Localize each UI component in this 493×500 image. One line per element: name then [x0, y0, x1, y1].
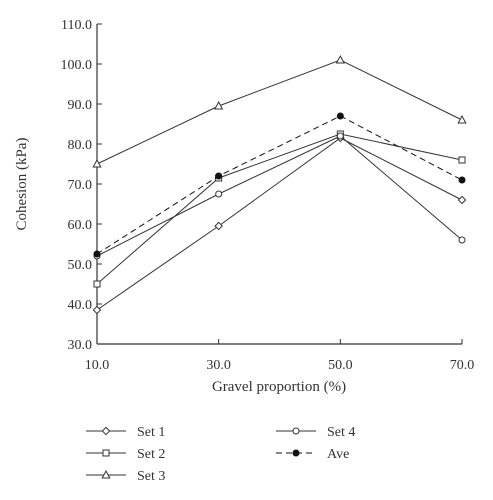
legend-marker [292, 427, 300, 435]
legend-label: Set 3 [137, 469, 165, 484]
series-layer [92, 54, 467, 315]
y-axis-label: Cohesion (kPa) [14, 138, 30, 231]
y-tick-label: 50.0 [68, 258, 93, 273]
data-point [92, 305, 102, 315]
series-set-4 [93, 132, 466, 260]
legend-label: Ave [327, 447, 349, 462]
legend-item: Set 4 [276, 425, 355, 440]
series-line [96, 115, 463, 255]
y-tick-label: 100.0 [61, 58, 93, 73]
legend-marker [101, 469, 111, 479]
data-point [457, 195, 467, 205]
y-tick-label: 70.0 [68, 178, 93, 193]
series-set-3 [92, 54, 467, 168]
y-tick-label: 60.0 [68, 218, 93, 233]
y-tick-label: 40.0 [68, 298, 93, 313]
legend-label: Set 2 [137, 447, 165, 462]
legend-item: Set 1 [86, 425, 165, 440]
data-point [92, 158, 102, 168]
x-tick-label: 50.0 [328, 358, 353, 373]
y-tick-label: 110.0 [61, 18, 92, 33]
axes [96, 24, 462, 345]
data-point [93, 250, 101, 258]
data-point [93, 280, 101, 288]
series-line [96, 59, 463, 165]
y-tick-label: 90.0 [68, 98, 93, 113]
legend-item: Set 3 [86, 469, 165, 484]
legend-label: Set 1 [137, 425, 165, 440]
legend-label: Set 4 [327, 425, 355, 440]
legend-item: Set 2 [86, 447, 165, 462]
data-point [336, 132, 344, 140]
legend-item: Ave [276, 447, 349, 462]
x-tick-label: 70.0 [450, 358, 475, 373]
data-point [214, 221, 223, 231]
series-line [96, 137, 463, 311]
data-point [335, 54, 345, 64]
legend-marker [102, 449, 110, 457]
y-tick-label: 80.0 [68, 138, 93, 153]
data-point [215, 172, 223, 180]
legend-marker [101, 426, 111, 436]
data-point [457, 114, 467, 124]
data-point [214, 100, 224, 110]
x-tick-label: 10.0 [85, 358, 110, 373]
series-line [96, 135, 463, 257]
y-ticks: 30.0 40.0 50.0 60.0 70.0 80.0 90.0 100.0 110.0 [61, 18, 102, 353]
legend-marker [292, 449, 300, 457]
series-line [96, 133, 463, 285]
x-axis-label: Gravel proportion (%) [212, 379, 346, 395]
data-point [336, 112, 344, 120]
series-ave [93, 112, 466, 258]
y-tick-label: 30.0 [68, 338, 93, 353]
legend: Set 1 Set 2 Set 3 Set 4 Ave [86, 425, 355, 484]
x-tick-label: 30.0 [206, 358, 231, 373]
data-point [215, 190, 223, 198]
series-set-1 [92, 133, 467, 315]
x-ticks: 10.0 30.0 50.0 70.0 [85, 339, 475, 373]
series-set-2 [93, 130, 466, 288]
data-point [458, 156, 466, 164]
data-point [458, 176, 466, 184]
data-point [458, 236, 466, 244]
